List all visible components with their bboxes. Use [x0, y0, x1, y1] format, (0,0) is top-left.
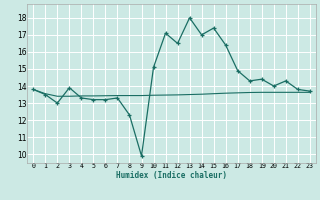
X-axis label: Humidex (Indice chaleur): Humidex (Indice chaleur) — [116, 171, 227, 180]
